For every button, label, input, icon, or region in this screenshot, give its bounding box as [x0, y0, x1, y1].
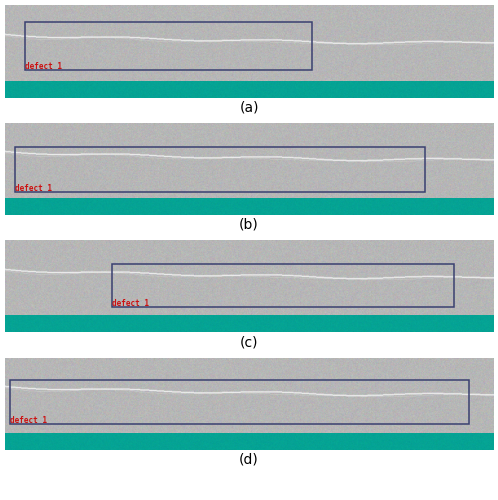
- Bar: [15, 148, 425, 192]
- Text: defect 1: defect 1: [10, 416, 47, 426]
- Text: defect 1: defect 1: [24, 62, 61, 71]
- Text: (b): (b): [239, 218, 259, 232]
- Text: (a): (a): [239, 100, 259, 114]
- Text: (c): (c): [240, 335, 258, 349]
- Bar: [10, 380, 469, 424]
- Text: defect 1: defect 1: [113, 299, 149, 308]
- Bar: [113, 264, 454, 306]
- Text: (d): (d): [239, 452, 259, 466]
- Bar: [24, 22, 312, 70]
- Text: defect 1: defect 1: [15, 184, 52, 194]
